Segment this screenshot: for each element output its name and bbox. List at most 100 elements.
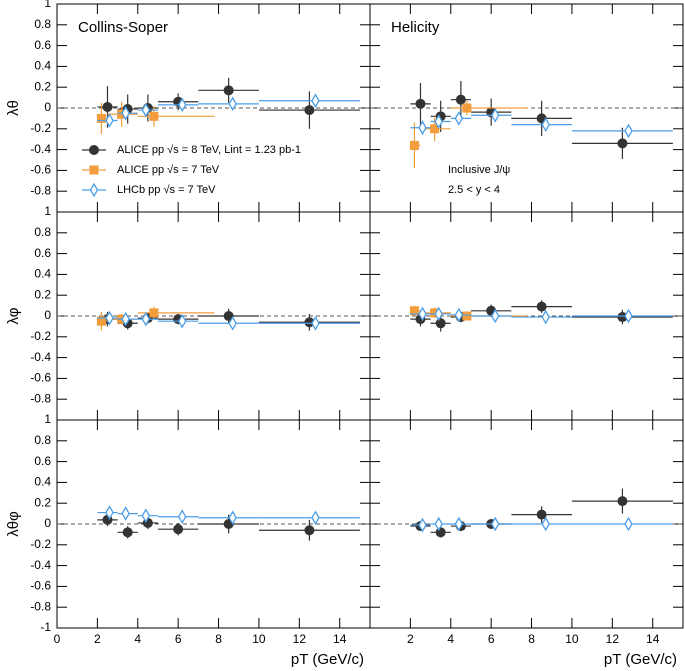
data-point (541, 117, 550, 132)
x-axis-label: pT (GeV/c) (604, 651, 677, 668)
data-point (311, 315, 320, 331)
legend-marker (89, 182, 99, 198)
y-axis-label: λφ (5, 307, 22, 324)
y-tick-label: -0.8 (30, 391, 51, 405)
data-point (96, 316, 106, 326)
panel-title: Helicity (391, 19, 440, 36)
data-point (228, 96, 237, 112)
y-tick-label: -0.4 (30, 350, 51, 364)
x-tick-label: 6 (488, 632, 495, 646)
data-point (617, 496, 628, 507)
data-point (105, 505, 114, 520)
y-tick-label: -0.4 (30, 142, 51, 156)
data-point (454, 111, 464, 126)
y-tick-label: -0.4 (30, 558, 51, 572)
data-point (121, 506, 130, 521)
data-point (418, 517, 427, 533)
y-tick-label: 0.2 (34, 79, 51, 93)
legend-marker (89, 165, 99, 175)
data-point (122, 527, 133, 538)
data-point (418, 306, 427, 322)
data-point (96, 113, 106, 123)
data-point (435, 318, 446, 329)
data-point (228, 510, 237, 526)
data-point (617, 138, 628, 149)
data-point (117, 109, 127, 119)
data-point (490, 308, 500, 324)
data-point (617, 312, 628, 323)
y-tick-label: 1 (44, 204, 51, 218)
y-tick-label: -0.8 (30, 183, 51, 197)
x-tick-label: 0 (54, 632, 61, 646)
data-point (141, 508, 151, 523)
y-tick-label: -0.6 (30, 579, 51, 593)
data-point (102, 101, 113, 112)
y-axis-label: λθφ (5, 511, 22, 537)
y-tick-label: 0.8 (34, 225, 51, 239)
data-point (173, 524, 184, 535)
y-tick-label: -1 (40, 620, 51, 634)
y-tick-label: 0.8 (34, 17, 51, 31)
y-tick-label: 1 (44, 0, 51, 10)
x-tick-label: 2 (94, 632, 101, 646)
x-tick-label: 10 (565, 632, 579, 646)
data-point (462, 103, 472, 113)
data-point (536, 509, 547, 520)
data-point (311, 93, 320, 109)
x-tick-label: 8 (528, 632, 535, 646)
data-point (105, 113, 114, 128)
annotation: 2.5 < y < 4 (448, 184, 500, 196)
data-point (434, 306, 443, 322)
data-point (490, 107, 500, 123)
data-point (434, 114, 443, 129)
data-point (121, 105, 130, 121)
data-point (455, 94, 466, 105)
x-tick-label: 14 (646, 632, 660, 646)
data-point (415, 98, 426, 109)
data-point (149, 111, 159, 121)
x-tick-label: 12 (606, 632, 620, 646)
data-point (430, 308, 440, 318)
data-point (418, 120, 427, 136)
data-point (304, 317, 315, 328)
data-point (149, 308, 159, 318)
y-tick-label: 0.6 (34, 38, 51, 52)
legend-label: ALICE pp √s = 8 TeV, Lint = 1.23 pb-1 (117, 144, 301, 156)
data-point (434, 516, 443, 532)
data-point (624, 516, 633, 532)
data-point (105, 310, 114, 326)
panel-title: Collins-Soper (78, 19, 168, 36)
x-tick-label: 6 (175, 632, 182, 646)
data-point (430, 124, 440, 134)
legend-label: LHCb pp √s = 7 TeV (117, 184, 216, 196)
y-tick-label: 0.8 (34, 433, 51, 447)
x-tick-label: 4 (134, 632, 141, 646)
data-point (624, 123, 633, 139)
y-tick-label: -0.6 (30, 371, 51, 385)
y-tick-label: -0.6 (30, 163, 51, 177)
data-point (141, 102, 151, 118)
data-point (304, 525, 315, 536)
y-tick-label: -0.8 (30, 599, 51, 613)
y-tick-label: -0.2 (30, 329, 51, 343)
y-tick-label: 0.6 (34, 246, 51, 260)
y-tick-label: 0 (44, 100, 51, 114)
data-point (490, 516, 500, 532)
y-tick-label: 1 (44, 412, 51, 426)
data-point (311, 510, 320, 526)
legend-marker (89, 145, 99, 155)
x-tick-label: 8 (215, 632, 222, 646)
annotation: Inclusive J/ψ (448, 164, 510, 176)
data-point (624, 308, 633, 324)
data-point (541, 516, 550, 532)
y-axis-label: λθ (5, 100, 22, 116)
data-point (121, 311, 130, 327)
y-tick-label: -0.2 (30, 537, 51, 551)
data-point (304, 105, 315, 116)
data-point (223, 311, 234, 321)
data-point (462, 311, 472, 321)
y-tick-label: 0.4 (34, 475, 51, 489)
y-tick-label: 0.4 (34, 267, 51, 281)
data-point (223, 85, 234, 96)
